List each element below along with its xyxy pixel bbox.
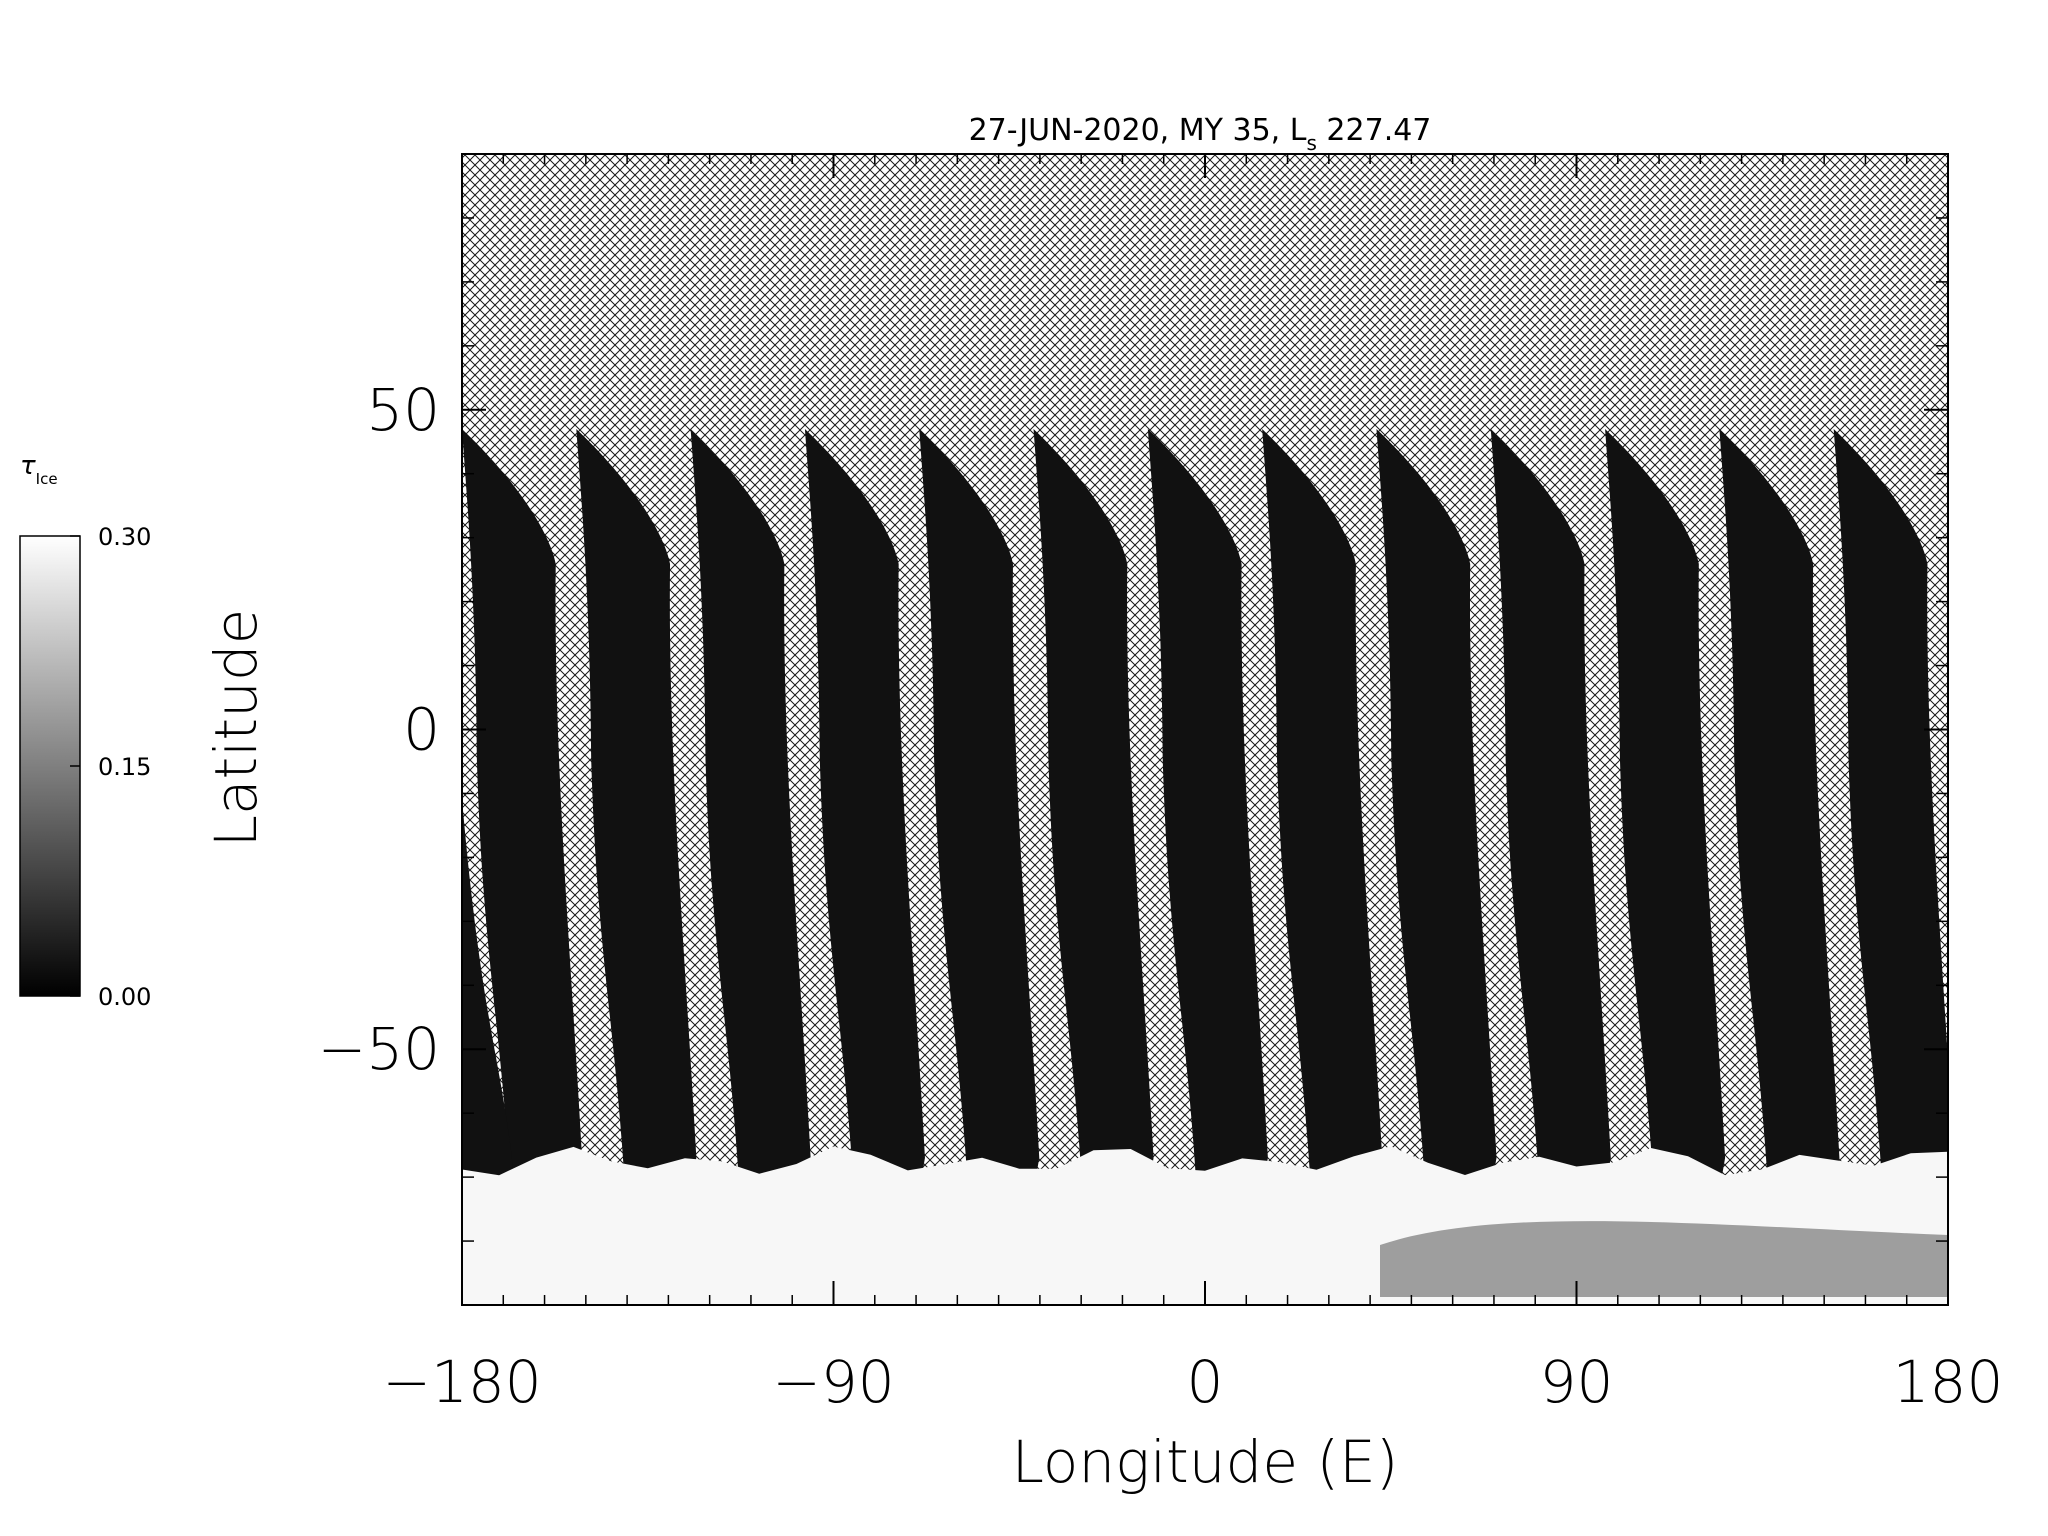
observation-swath [462, 798, 514, 1178]
y-tick-labels: −50 0 50 [318, 376, 440, 1083]
observation-swath [919, 428, 1040, 1178]
polar-hood-shading [1380, 1221, 1948, 1297]
y-tick-label: −50 [318, 1015, 440, 1083]
colorbar-label-symbol: τ [20, 451, 36, 481]
observation-swath [1833, 428, 1948, 1178]
observation-swath [1490, 428, 1611, 1178]
y-tick-label: 0 [403, 696, 440, 764]
colorbar-tick-label: 0.15 [98, 753, 151, 781]
observation-swath [462, 428, 583, 1178]
x-tick-label: 180 [1893, 1348, 2004, 1416]
observation-swath [1605, 428, 1726, 1178]
chart-title: 27-JUN-2020, MY 35, Ls 227.47 [969, 113, 1432, 155]
x-tick-label: −180 [382, 1348, 541, 1416]
colorbar: τIce 0.30 0.15 0.00 [19, 451, 151, 1011]
y-tick-label: 50 [366, 376, 440, 444]
x-tick-labels: −180 −90 0 90 180 [382, 1348, 2003, 1416]
colorbar-tick-label: 0.30 [98, 523, 151, 551]
observation-swath [804, 428, 925, 1178]
observation-swath [690, 428, 811, 1178]
x-axis-label: Longitude (E) [1012, 1428, 1399, 1496]
title-subscript: s [1306, 131, 1316, 155]
title-main: 27-JUN-2020, MY 35, L [969, 113, 1307, 148]
x-tick-label: −90 [772, 1348, 894, 1416]
colorbar-ticks: 0.30 0.15 0.00 [70, 523, 151, 1011]
observation-swath [1262, 428, 1383, 1178]
plot-area [461, 153, 1949, 1306]
colorbar-label: τIce [20, 451, 58, 488]
x-tick-marks [461, 154, 1949, 1305]
swath-layer [462, 428, 1948, 1178]
observation-swath [1147, 428, 1268, 1178]
colorbar-tick-label: 0.00 [98, 983, 151, 1011]
observation-swath [1376, 428, 1497, 1178]
polar-hood-layer [462, 1146, 1948, 1305]
x-tick-label: 90 [1540, 1348, 1614, 1416]
colorbar-label-subscript: Ice [36, 470, 58, 488]
observation-swath [1719, 428, 1840, 1178]
x-tick-label: 0 [1187, 1348, 1224, 1416]
observation-swath [576, 428, 697, 1178]
y-axis-label: Latitude [202, 609, 270, 848]
title-value: 227.47 [1317, 113, 1432, 148]
y-tick-marks [462, 153, 1948, 1306]
observation-swath [1033, 428, 1154, 1178]
